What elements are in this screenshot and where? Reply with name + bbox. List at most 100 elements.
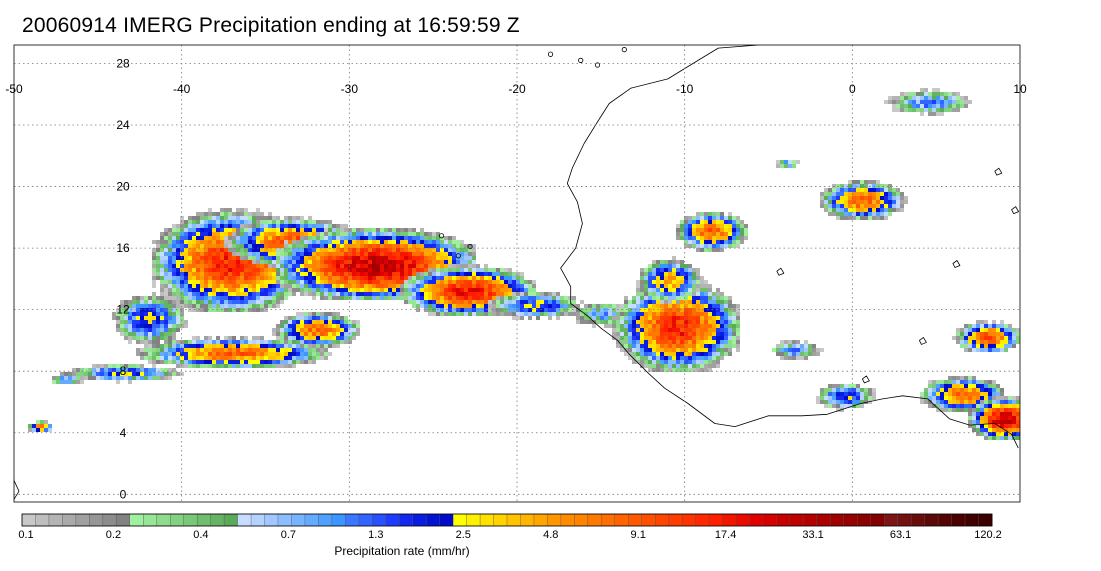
colorbar-swatch [803,513,818,527]
inland-water-outline [776,267,785,276]
colorbar-swatch [924,513,939,527]
colorbar-tick-label: 120.2 [974,529,1002,541]
lat-tick-label: 12 [116,303,130,317]
colorbar-swatch [466,513,481,527]
colorbar-tick-label: 1.3 [368,529,384,541]
colorbar-tick-label: 0.4 [193,529,209,541]
lat-tick-label: 24 [116,118,130,132]
inland-water-outline [952,260,961,268]
colorbar-swatch [789,513,804,527]
colorbar-swatch [129,513,144,527]
colorbar-swatch [910,513,926,527]
colorbar-swatch [628,513,643,527]
colorbar-swatch [884,513,899,527]
colorbar-tick-label: 0.1 [18,529,34,541]
colorbar-swatch [816,513,831,527]
colorbar-swatch [210,513,225,527]
island-outline [467,243,473,250]
colorbar-swatch [412,513,427,527]
colorbar-swatch [304,513,319,527]
colorbar-tick-label: 33.1 [802,529,824,541]
colorbar-frame [21,513,993,527]
lon-tick-label: -40 [173,82,191,96]
map-frame [13,44,1021,503]
colorbar-swatch [708,513,724,527]
colorbar-swatch [116,513,131,527]
lon-tick-label: -10 [676,82,694,96]
colorbar-tick-label: 9.1 [630,529,646,541]
colorbar-swatch [183,513,198,527]
island-outline [455,253,461,259]
colorbar-swatch [776,513,791,527]
lat-tick-label: 4 [120,426,127,440]
colorbar-swatch [964,513,980,527]
colorbar-swatch [277,513,292,527]
colorbar-swatch [291,513,306,527]
colorbar-swatch [843,513,858,527]
colorbar-swatch [264,513,279,527]
island-outline [547,51,554,57]
colorbar-swatch [21,513,36,527]
colorbar-swatch [614,513,629,527]
colorbar-swatch [479,513,495,527]
colorbar-title: Precipitation rate (mm/hr) [334,544,470,558]
colorbar-swatch [654,513,670,527]
inland-water-outline [919,337,927,345]
lat-lon-grid [14,45,1020,502]
colorbar-swatch [560,513,575,527]
colorbar-swatch [372,513,387,527]
colorbar-swatch [681,513,697,527]
lat-tick-label: 20 [116,180,130,194]
colorbar-swatch [735,513,750,527]
colorbar-swatch [385,513,400,527]
colorbar-swatch [695,513,710,527]
africa-coastline [560,45,1019,449]
south-america-coastline [14,478,20,501]
lat-tick-label: 28 [116,56,130,70]
colorbar-swatch [35,513,50,527]
colorbar-swatch [978,513,993,527]
inland-water-outline [861,375,870,384]
colorbar-swatch [641,513,656,527]
colorbar-swatch [250,513,265,527]
colorbar-swatch [749,513,764,527]
colorbar-swatch [143,513,158,527]
colorbar-swatch [762,513,777,527]
colorbar-swatch [331,513,346,527]
colorbar-swatch [169,513,185,527]
island-outline [621,47,627,53]
colorbar-swatch [506,513,521,527]
colorbar-swatch [48,513,63,527]
colorbar-swatch [857,513,872,527]
colorbar-swatch [547,513,562,527]
island-outline [594,62,601,68]
colorbar-swatch [425,513,441,527]
colorbar-tick-label: 0.7 [280,529,297,541]
colorbar-swatch [493,513,508,527]
colorbar-swatch [533,513,548,527]
lon-tick-label: 0 [849,82,856,96]
colorbar-swatch [318,513,333,527]
colorbar-swatch [520,513,535,527]
lon-tick-label: -20 [508,82,526,96]
colorbar-swatch [574,513,589,527]
colorbar-swatch [452,513,468,527]
colorbar-swatch [399,513,414,527]
colorbar-tick-label: 63.1 [889,529,912,541]
colorbar-swatch [89,513,104,527]
lat-tick-label: 8 [120,364,127,378]
colorbar-tick-label: 4.8 [543,529,559,541]
colorbar-swatch [345,513,360,527]
lat-tick-label: 16 [116,241,130,255]
colorbar-swatch [237,513,252,527]
island-outline [578,57,584,63]
colorbar-swatch [897,513,912,527]
island-outline [438,233,445,239]
colorbar-tick-label: 17.4 [714,529,737,541]
colorbar-swatch [668,513,683,527]
colorbar-swatch [196,513,212,527]
map-title: 20060914 IMERG Precipitation ending at 1… [22,14,520,37]
lon-tick-label: -30 [341,82,359,96]
